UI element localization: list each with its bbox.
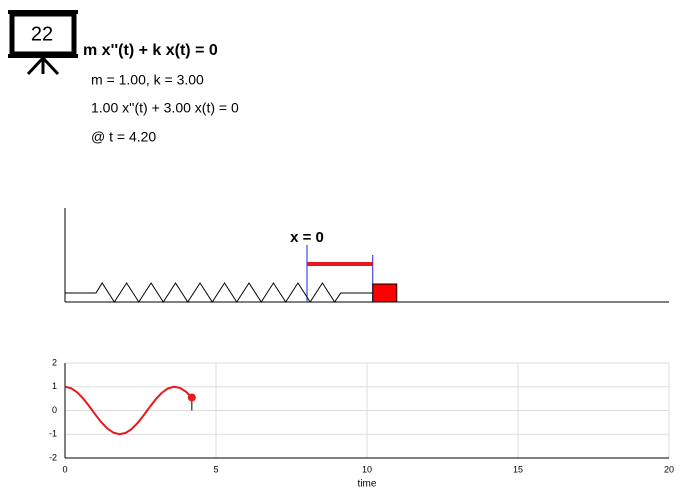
time: @ t = 4.20: [91, 129, 156, 145]
x-tick-label: 20: [664, 464, 674, 474]
y-tick-label: -1: [49, 429, 57, 439]
badge: 22: [31, 23, 53, 45]
current-point: [187, 393, 196, 402]
x-axis-label: time: [358, 479, 377, 490]
y-tick-label: -2: [49, 452, 57, 462]
x-tick-label: 0: [62, 464, 67, 474]
equation: m x''(t) + k x(t) = 0: [83, 42, 218, 59]
series-line: [64, 385, 193, 436]
y-tick-label: 1: [52, 381, 57, 391]
x-tick-label: 10: [362, 464, 372, 474]
params: m = 1.00, k = 3.00: [91, 72, 204, 88]
instance: 1.00 x''(t) + 3.00 x(t) = 0: [91, 100, 239, 116]
y-tick-label: 2: [52, 357, 57, 367]
spring: [65, 282, 373, 303]
equilibrium-label: x = 0: [290, 229, 324, 246]
y-tick-label: 0: [52, 405, 57, 415]
board-icon: [8, 10, 78, 76]
x-tick-label: 5: [213, 464, 218, 474]
x-tick-label: 15: [513, 464, 523, 474]
mass: [372, 283, 398, 303]
